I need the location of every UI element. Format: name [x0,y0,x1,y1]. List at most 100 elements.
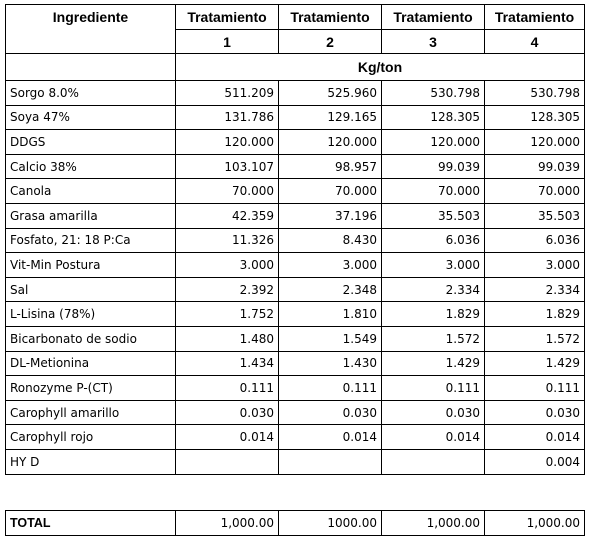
total-value-4: 1,000.00 [484,510,585,536]
treatment-3-value: 128.305 [381,104,485,131]
treatment-4-value: 35.503 [484,202,585,229]
ingredient-name: Soya 47% [5,104,176,131]
treatment-header-4: Tratamiento [484,4,585,30]
treatment-4-value: 0.014 [484,424,585,450]
treatment-2-value: 0.030 [278,399,382,426]
treatment-1-value: 1.752 [175,301,279,327]
treatment-2-value: 2.348 [278,276,382,303]
treatment-1-value: 0.030 [175,399,279,426]
treatment-4-value: 0.111 [484,375,585,401]
treatment-2-value: 8.430 [278,227,382,254]
treatment-3-value: 120.000 [381,129,485,155]
blank-cell [5,53,176,81]
treatment-4-value: 1.572 [484,325,585,352]
treatment-1-value: 120.000 [175,129,279,155]
treatment-3-value: 3.000 [381,252,485,278]
header-row: Ingrediente Tratamiento Tratamiento Trat… [5,4,585,30]
ingredient-name: DDGS [5,129,176,155]
treatment-header-2: Tratamiento [278,4,382,30]
treatment-4-value: 0.004 [484,448,585,475]
ingredient-name: Sorgo 8.0% [5,80,176,106]
treatment-number-row: 1 2 3 4 [5,29,585,54]
table-row: Ronozyme P-(CT) 0.111 0.111 0.111 0.111 [5,375,585,401]
treatment-2-value: 37.196 [278,202,382,229]
treatment-4-value: 1.429 [484,350,585,377]
treatment-2-value: 1.430 [278,350,382,377]
treatment-4-value: 3.000 [484,252,585,278]
treatment-4-value: 530.798 [484,80,585,106]
table-row: Calcio 38% 103.107 98.957 99.039 99.039 [5,153,585,180]
total-label: TOTAL [5,510,176,536]
treatment-2-value [278,448,382,475]
treatment-1-value: 11.326 [175,227,279,254]
ingredient-name: Calcio 38% [5,153,176,180]
ingredient-name: Canola [5,178,176,204]
treatment-1-value: 2.392 [175,276,279,303]
table-row: Bicarbonato de sodio 1.480 1.549 1.572 1.572 [5,325,585,352]
treatment-2-value: 70.000 [278,178,382,204]
treatment-number-2: 2 [278,29,382,54]
treatment-1-value: 1.434 [175,350,279,377]
treatment-1-value: 0.014 [175,424,279,450]
treatment-3-value: 0.111 [381,375,485,401]
treatment-3-value: 99.039 [381,153,485,180]
treatment-number-4: 4 [484,29,585,54]
ingredient-name: Fosfato, 21: 18 P:Ca [5,227,176,254]
table-row: Soya 47% 131.786 129.165 128.305 128.305 [5,104,585,131]
total-table: TOTAL 1,000.00 1000.00 1,000.00 1,000.00 [5,510,585,536]
treatment-4-value: 70.000 [484,178,585,204]
treatment-4-value: 1.829 [484,301,585,327]
treatment-header-3: Tratamiento [381,4,485,30]
treatment-2-value: 1.549 [278,325,382,352]
treatment-1-value: 131.786 [175,104,279,131]
treatment-2-value: 0.014 [278,424,382,450]
treatment-3-value: 2.334 [381,276,485,303]
treatment-3-value: 0.030 [381,399,485,426]
table-row: Sorgo 8.0% 511.209 525.960 530.798 530.798 [5,80,585,106]
treatment-1-value: 511.209 [175,80,279,106]
treatment-3-value [381,448,485,475]
ingredient-name: HY D [5,448,176,475]
ingredient-header: Ingrediente [5,4,176,30]
treatment-1-value: 3.000 [175,252,279,278]
treatment-4-value: 120.000 [484,129,585,155]
table-row: DL-Metionina 1.434 1.430 1.429 1.429 [5,350,585,377]
ingredient-name: Carophyll rojo [5,424,176,450]
ingredient-name: Ronozyme P-(CT) [5,375,176,401]
treatment-2-value: 129.165 [278,104,382,131]
treatment-4-value: 0.030 [484,399,585,426]
blank-cell [5,29,176,54]
treatment-1-value: 1.480 [175,325,279,352]
table-row: Canola 70.000 70.000 70.000 70.000 [5,178,585,204]
treatment-3-value: 70.000 [381,178,485,204]
ingredient-name: Vit-Min Postura [5,252,176,278]
table-row: Carophyll amarillo 0.030 0.030 0.030 0.030 [5,399,585,426]
treatment-4-value: 99.039 [484,153,585,180]
ingredient-name: DL-Metionina [5,350,176,377]
ingredient-name: Grasa amarilla [5,202,176,229]
total-value-2: 1000.00 [278,510,382,536]
total-value-1: 1,000.00 [175,510,279,536]
treatment-4-value: 6.036 [484,227,585,254]
treatment-2-value: 98.957 [278,153,382,180]
table-row: DDGS 120.000 120.000 120.000 120.000 [5,129,585,155]
treatment-1-value: 0.111 [175,375,279,401]
treatment-1-value: 103.107 [175,153,279,180]
treatment-3-value: 6.036 [381,227,485,254]
table-row: L-Lisina (78%) 1.752 1.810 1.829 1.829 [5,301,585,327]
ingredient-name: Sal [5,276,176,303]
treatment-3-value: 35.503 [381,202,485,229]
ingredient-name: Bicarbonato de sodio [5,325,176,352]
table-row: Vit-Min Postura 3.000 3.000 3.000 3.000 [5,252,585,278]
treatment-3-value: 1.429 [381,350,485,377]
units-row: Kg/ton [5,53,585,81]
treatment-header-1: Tratamiento [175,4,279,30]
treatment-2-value: 525.960 [278,80,382,106]
treatment-3-value: 1.829 [381,301,485,327]
table-row: Grasa amarilla 42.359 37.196 35.503 35.503 [5,202,585,229]
treatment-1-value [175,448,279,475]
units-label: Kg/ton [175,53,585,81]
treatment-1-value: 70.000 [175,178,279,204]
total-row: TOTAL 1,000.00 1000.00 1,000.00 1,000.00 [5,510,585,536]
treatment-4-value: 128.305 [484,104,585,131]
